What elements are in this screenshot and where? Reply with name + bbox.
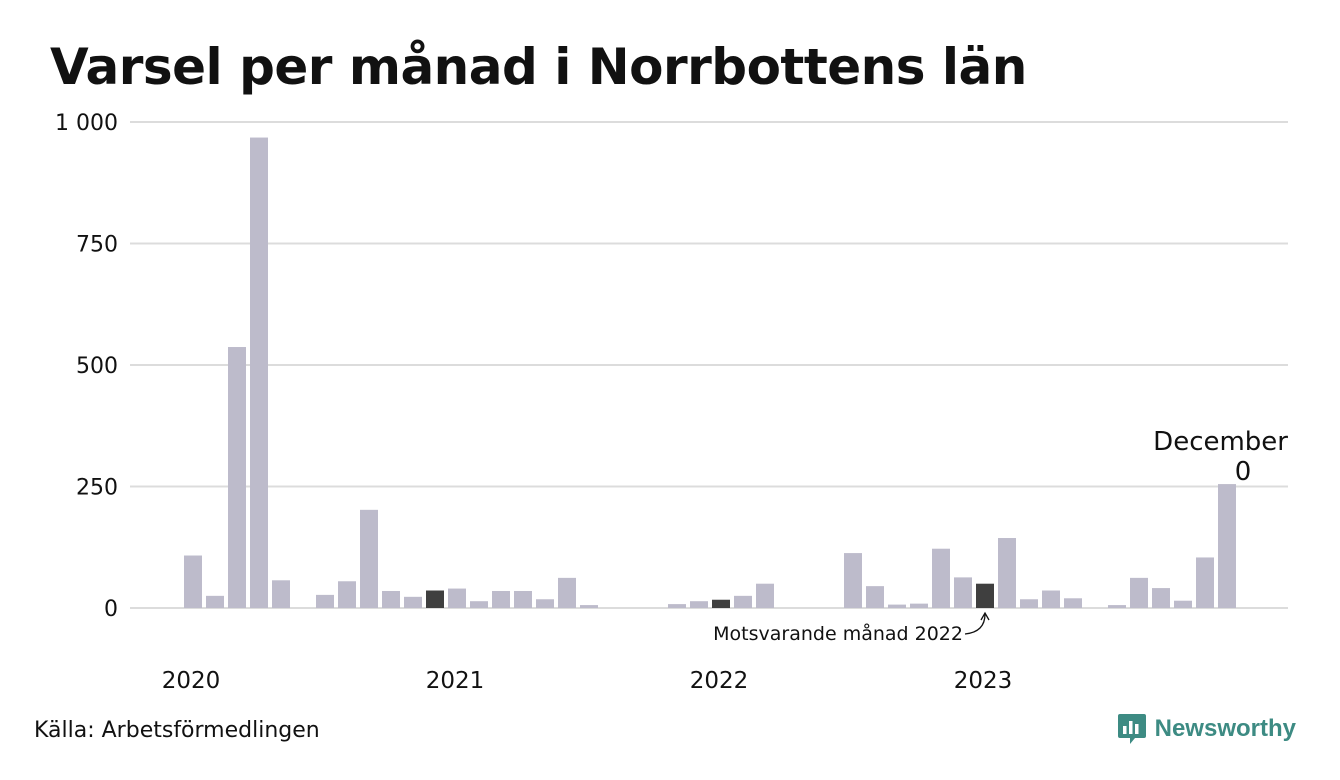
bar: [910, 603, 928, 608]
bar: [316, 594, 334, 608]
bar: [448, 588, 466, 608]
bar: [756, 583, 774, 608]
y-tick-label: 750: [76, 233, 118, 258]
bar-highlighted: [976, 583, 994, 608]
chart-title: Varsel per månad i Norrbottens län: [50, 38, 1027, 96]
bar: [272, 580, 290, 608]
annotation-arrowhead: [980, 611, 990, 621]
bar: [690, 601, 708, 608]
bar: [1042, 590, 1060, 608]
bar: [954, 577, 972, 608]
bar: [734, 595, 752, 608]
bar: [1218, 484, 1236, 608]
bar-highlighted: [712, 599, 730, 608]
bar: [1130, 577, 1148, 608]
bar: [1020, 599, 1038, 608]
bar: [338, 581, 356, 608]
x-year-label: 2022: [690, 668, 749, 694]
annotation-latest-month: December: [1153, 427, 1288, 457]
newsworthy-logo-icon: [1117, 714, 1146, 744]
bar: [866, 586, 884, 608]
annotation-latest-value: 0: [1235, 457, 1252, 487]
source-note: Källa: Arbetsförmedlingen: [34, 718, 320, 743]
bar: [228, 347, 246, 608]
bar: [668, 604, 686, 608]
annotation-arrow: [964, 613, 986, 635]
bar: [1196, 557, 1214, 608]
bar: [998, 538, 1016, 608]
x-year-label: 2021: [426, 668, 485, 694]
bar: [250, 137, 268, 608]
annotation-corresponding-month: Motsvarande månad 2022: [713, 622, 963, 645]
bar: [536, 599, 554, 608]
brand-logo[interactable]: Newsworthy: [1117, 712, 1296, 746]
bar: [206, 595, 224, 608]
y-tick-label: 500: [76, 354, 118, 379]
bar: [558, 577, 576, 608]
x-year-label: 2023: [954, 668, 1013, 694]
x-year-label: 2020: [162, 668, 221, 694]
bar: [1152, 588, 1170, 608]
y-tick-label: 1 000: [55, 111, 118, 136]
bar: [844, 553, 862, 608]
bar: [1174, 600, 1192, 608]
y-axis-tick-labels: 0 250 500 750 1 000: [55, 111, 118, 622]
y-tick-label: 0: [104, 597, 118, 622]
bar: [360, 509, 378, 608]
bar: [404, 596, 422, 608]
bar-chart: 0 250 500 750 1 000 2020 2021 2022 2023 Motsvar…: [55, 111, 1288, 694]
bar: [514, 590, 532, 608]
bar: [184, 555, 202, 608]
y-tick-label: 250: [76, 476, 118, 501]
x-axis-year-labels: 2020 2021 2022 2023: [162, 668, 1013, 694]
bar: [932, 548, 950, 608]
bar: [1108, 605, 1126, 608]
gridlines: [130, 121, 1288, 609]
bar: [888, 604, 906, 608]
bar: [470, 601, 488, 608]
brand-name: Newsworthy: [1154, 715, 1296, 742]
bar: [580, 605, 598, 608]
bar: [382, 590, 400, 608]
bar: [492, 590, 510, 608]
bar: [1064, 598, 1082, 608]
bars: [184, 137, 1236, 608]
bar-highlighted: [426, 590, 444, 608]
